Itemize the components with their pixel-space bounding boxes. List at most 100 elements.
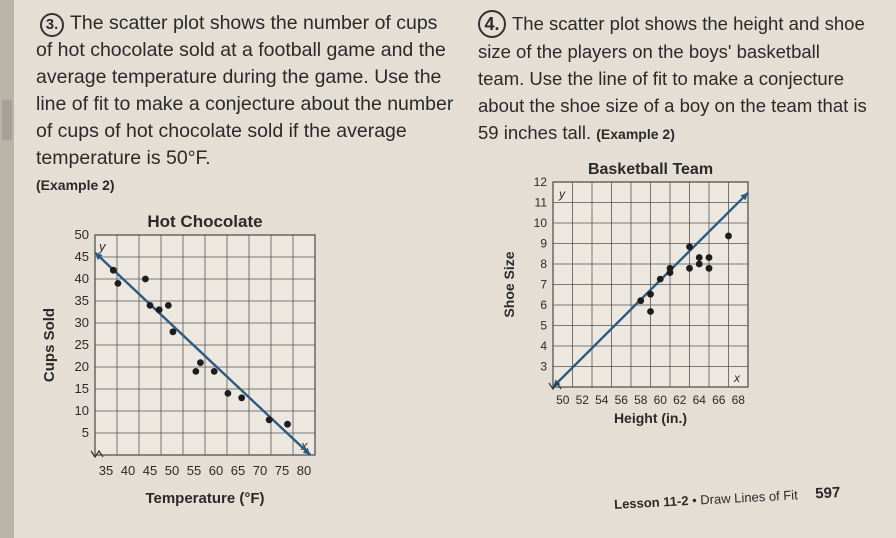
y-tick-label: 5 xyxy=(82,425,89,440)
x-tick-label: 60 xyxy=(209,463,223,478)
y-tick-label: 40 xyxy=(75,271,89,286)
y-tick-label: 3 xyxy=(540,360,547,374)
problem-4-example: (Example 2) xyxy=(596,126,675,142)
data-point xyxy=(155,306,163,314)
x-axis-letter: x xyxy=(733,371,741,385)
data-point xyxy=(284,420,291,428)
data-point xyxy=(686,264,693,272)
data-point xyxy=(666,269,674,277)
page-edge xyxy=(0,0,14,538)
data-point xyxy=(656,275,664,283)
data-point xyxy=(265,416,273,424)
data-point xyxy=(142,275,149,283)
y-tick-label: 45 xyxy=(75,249,89,264)
basketball-team-chart: Basketball Team 50 52 54 56 58 60 62 64 66 68 3 4 5 6 7… xyxy=(498,150,778,440)
y-tick-label: 9 xyxy=(540,237,547,251)
line-of-fit-arrow-end xyxy=(302,447,311,455)
data-point xyxy=(725,232,732,240)
y-axis-title: Cups Sold xyxy=(41,308,58,382)
x-tick-label: 56 xyxy=(615,393,629,407)
problem-3-number: 3. xyxy=(40,13,64,37)
data-point xyxy=(705,254,713,261)
page-edge-texture xyxy=(2,100,12,140)
line-of-fit-arrow-end xyxy=(740,192,748,201)
y-tick-label: 15 xyxy=(75,381,89,396)
data-point xyxy=(146,302,154,309)
y-axis-title: Shoe Size xyxy=(501,251,517,317)
data-point xyxy=(169,328,177,336)
data-point xyxy=(695,254,703,261)
x-axis-title: Height (in.) xyxy=(614,410,687,426)
y-axis-letter: y xyxy=(558,187,566,201)
problem-3-text: The scatter plot shows the number of cup… xyxy=(36,12,454,169)
data-point xyxy=(647,290,654,298)
x-tick-label: 35 xyxy=(99,463,113,478)
data-point xyxy=(647,308,654,315)
x-axis-letter: x xyxy=(300,438,308,453)
line-of-fit xyxy=(94,251,312,456)
y-tick-label: 6 xyxy=(540,298,547,312)
x-tick-label: 60 xyxy=(654,393,668,407)
x-tick-label: 66 xyxy=(712,393,726,407)
y-tick-label: 4 xyxy=(540,339,547,353)
problem-4-number: 4. xyxy=(478,10,506,38)
hot-chocolate-chart: Hot Chocolate 35 40 45 50 55 60 65 70 75 80 5 10 15 20… xyxy=(40,205,340,525)
data-point xyxy=(238,394,246,402)
x-tick-label: 64 xyxy=(693,393,707,407)
data-point xyxy=(114,280,122,287)
data-point xyxy=(695,260,703,268)
y-tick-label: 35 xyxy=(75,293,89,308)
data-point xyxy=(197,359,204,366)
y-tick-label: 8 xyxy=(540,257,547,271)
data-point xyxy=(192,368,200,375)
footer-bullet: • xyxy=(691,492,698,508)
y-tick-label: 11 xyxy=(535,196,548,210)
chart-title: Hot Chocolate xyxy=(147,212,262,231)
page-footer: Lesson 11-2 • Draw Lines of Fit 597 xyxy=(614,484,841,513)
x-axis-title: Temperature (°F) xyxy=(145,490,264,507)
chart-title: Basketball Team xyxy=(588,161,713,178)
x-tick-label: 70 xyxy=(253,463,267,478)
x-tick-label: 62 xyxy=(673,393,687,407)
problem-4-text: The scatter plot shows the height and sh… xyxy=(478,13,867,143)
axis-break xyxy=(548,381,562,391)
x-tick-label: 50 xyxy=(165,463,179,478)
data-point xyxy=(224,390,232,397)
problem-4: 4. The scatter plot shows the height and … xyxy=(478,10,868,148)
y-tick-label: 10 xyxy=(534,216,548,230)
footer-lesson: Lesson 11-2 xyxy=(613,493,689,512)
data-point xyxy=(164,302,172,309)
x-tick-label: 55 xyxy=(187,463,201,478)
footer-topic: Draw Lines of Fit xyxy=(699,487,799,508)
y-tick-label: 30 xyxy=(75,315,89,330)
x-tick-label: 58 xyxy=(634,393,648,407)
y-tick-label: 50 xyxy=(75,227,89,242)
x-tick-label: 68 xyxy=(732,393,746,407)
y-tick-label: 12 xyxy=(534,175,548,189)
footer-page-number: 597 xyxy=(814,484,841,503)
y-tick-label: 7 xyxy=(540,278,547,292)
x-tick-label: 40 xyxy=(121,463,135,478)
problem-3-example: (Example 2) xyxy=(36,177,115,193)
line-of-fit-arrow-start xyxy=(95,252,103,261)
x-tick-label: 75 xyxy=(275,463,289,478)
x-tick-label: 54 xyxy=(595,393,609,407)
x-tick-label: 65 xyxy=(231,463,245,478)
x-tick-label: 45 xyxy=(143,463,157,478)
data-point xyxy=(705,264,713,272)
y-tick-label: 10 xyxy=(75,403,89,418)
line-of-fit xyxy=(552,191,749,388)
x-tick-label: 52 xyxy=(576,393,590,407)
problem-3: 3. The scatter plot shows the number of c… xyxy=(36,10,456,199)
data-point xyxy=(686,243,693,251)
hot-chocolate-plot: Hot Chocolate 35 40 45 50 55 60 65 70 75 80 5 10 15 20… xyxy=(41,212,316,507)
y-tick-label: 5 xyxy=(540,319,547,333)
axis-break xyxy=(90,449,104,459)
y-tick-label: 20 xyxy=(75,359,89,374)
data-point xyxy=(210,368,218,375)
x-tick-label: 80 xyxy=(297,463,311,478)
y-tick-label: 25 xyxy=(75,337,89,352)
data-point xyxy=(109,266,117,274)
y-axis-letter: y xyxy=(98,239,107,254)
